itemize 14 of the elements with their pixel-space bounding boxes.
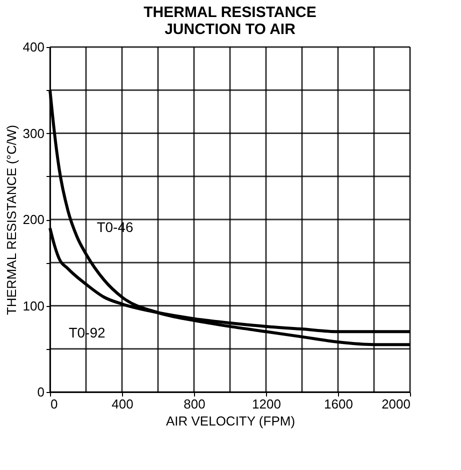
x-tick-label: 1600 xyxy=(324,396,353,412)
y-tick-label: 300 xyxy=(22,126,44,141)
x-tick-label: 400 xyxy=(112,396,134,412)
y-tick-label: 0 xyxy=(37,384,44,400)
x-tick-label: 800 xyxy=(184,396,206,412)
x-tick-label: 1200 xyxy=(252,396,281,412)
chart-title: THERMAL RESISTANCE JUNCTION TO AIR xyxy=(144,4,316,38)
y-tick-label: 400 xyxy=(22,40,44,54)
y-axis-title: THERMAL RESISTANCE (°C/W) xyxy=(4,124,19,316)
y-tick-label: 100 xyxy=(22,298,44,314)
x-axis-title: AIR VELOCITY (FPM) xyxy=(166,414,296,428)
x-tick-label: 0 xyxy=(50,396,58,412)
y-tick-label: 200 xyxy=(22,212,44,227)
x-tick-label: 2000 xyxy=(382,396,410,412)
